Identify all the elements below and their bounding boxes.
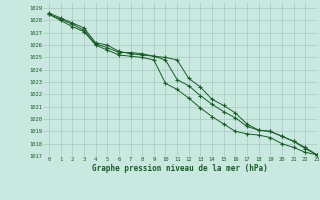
X-axis label: Graphe pression niveau de la mer (hPa): Graphe pression niveau de la mer (hPa) xyxy=(92,164,268,173)
